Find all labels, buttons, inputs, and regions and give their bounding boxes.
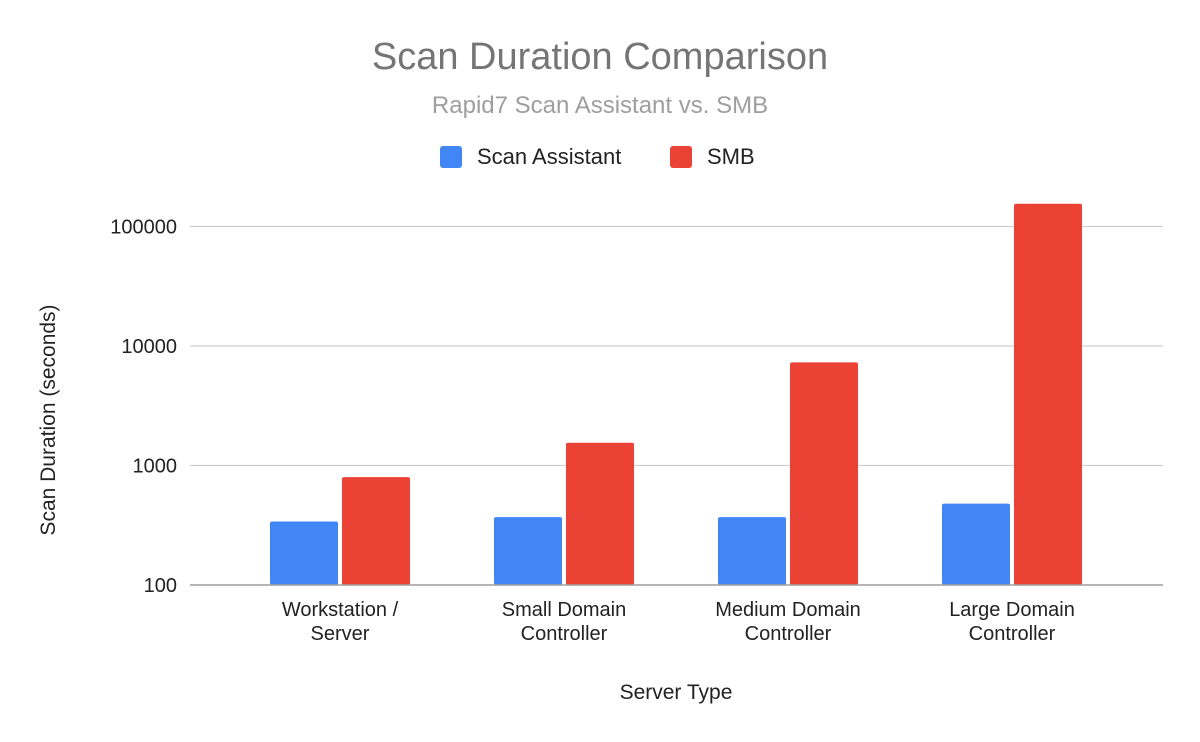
bar-smb — [790, 362, 858, 585]
x-tick-label: Controller — [745, 623, 832, 645]
x-tick-label: Small Domain — [502, 599, 626, 621]
gridlines — [190, 225, 1163, 467]
bar-scan-assistant — [494, 517, 562, 585]
y-tick-label: 1000 — [133, 456, 178, 478]
y-axis-label: Scan Duration (seconds) — [37, 304, 60, 535]
x-tick-label: Controller — [521, 623, 608, 645]
x-tick-label: Controller — [969, 623, 1056, 645]
legend-swatch-scan-assistant — [440, 146, 462, 168]
legend: Scan Assistant SMB — [440, 144, 755, 169]
y-axis-ticks: 100 1000 10000 100000 — [110, 217, 177, 598]
y-tick-label: 10000 — [121, 336, 177, 358]
chart-subtitle: Rapid7 Scan Assistant vs. SMB — [432, 92, 768, 119]
x-axis-label: Server Type — [620, 681, 733, 704]
legend-label-scan-assistant: Scan Assistant — [477, 144, 621, 169]
bars — [270, 203, 1082, 585]
chart-title: Scan Duration Comparison — [372, 36, 828, 78]
bar-scan-assistant — [270, 521, 338, 585]
legend-label-smb: SMB — [707, 144, 755, 169]
y-tick-label: 100 — [144, 575, 177, 597]
legend-swatch-smb — [670, 146, 692, 168]
x-tick-label: Large Domain — [949, 599, 1075, 621]
x-tick-label: Medium Domain — [715, 599, 861, 621]
y-tick-label: 100000 — [110, 217, 177, 239]
bar-scan-assistant — [942, 503, 1010, 585]
bar-smb — [1014, 203, 1082, 585]
x-tick-label: Server — [311, 623, 370, 645]
bar-smb — [342, 477, 410, 585]
x-tick-label: Workstation / — [282, 599, 399, 621]
bar-smb — [566, 442, 634, 585]
bar-scan-assistant — [718, 517, 786, 585]
